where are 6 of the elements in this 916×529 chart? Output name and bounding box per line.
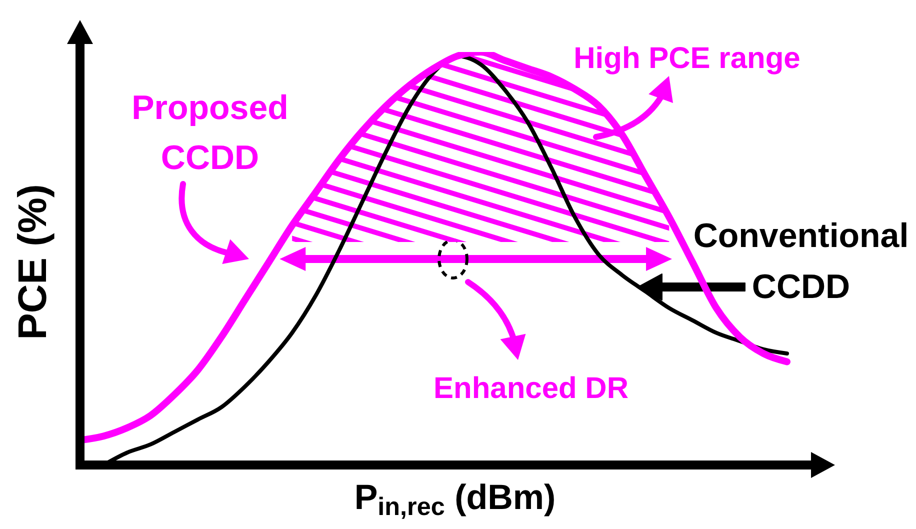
x-axis-title: P$_{in,rec}$ (dBm)	[354, 478, 556, 521]
series-label: Proposed CCDD	[132, 89, 288, 177]
annotation: High PCE range	[574, 42, 800, 75]
annotation: Enhanced DR	[433, 372, 629, 405]
series-label: Conventional CCDD	[693, 217, 909, 306]
y-axis-title: PCE (%)	[11, 184, 55, 340]
